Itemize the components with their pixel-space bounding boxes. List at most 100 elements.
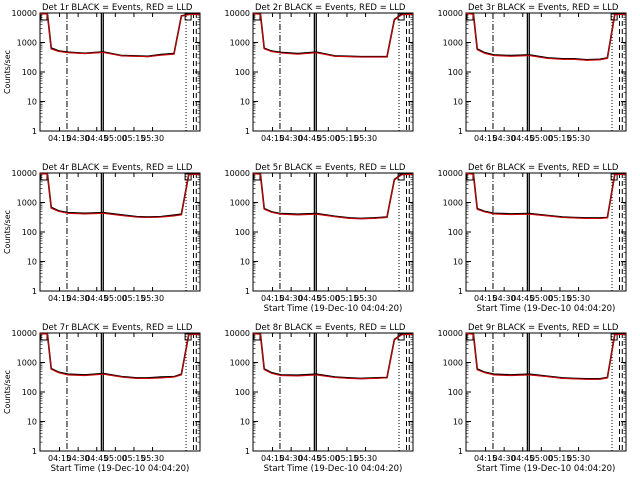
x-axis-label: Start Time (19-Dec-10 04:04:20) <box>264 304 403 314</box>
x-tick-label: 04:15 <box>261 134 284 143</box>
x-tick-label: 04:15 <box>48 454 71 463</box>
panel-3: Det 3r BLACK = Events, RED = LLD 1 10 100 10… <box>438 3 627 143</box>
y-tick-label: 10000 <box>438 329 463 338</box>
chart-title: Det 8r BLACK = Events, RED = LLD <box>255 323 406 333</box>
series-events-line <box>465 172 627 219</box>
y-tick-label: 1 <box>458 287 463 296</box>
y-tick-label: 10000 <box>438 9 463 18</box>
chart-title: Det 4r BLACK = Events, RED = LLD <box>42 163 193 173</box>
x-tick-label: 04:30 <box>493 454 516 463</box>
y-tick-label: 1 <box>458 127 463 136</box>
plot-frame <box>465 172 627 292</box>
corner-box-left <box>466 333 474 341</box>
y-tick-label: 1 <box>245 127 250 136</box>
x-tick-label: 04:15 <box>474 134 497 143</box>
y-axis-label: Counts/sec <box>3 50 12 94</box>
series-events-line <box>39 12 201 58</box>
x-tick-label: 05:00 <box>530 294 553 303</box>
x-tick-label: 04:15 <box>474 454 497 463</box>
x-tick-label: 05:00 <box>530 134 553 143</box>
x-tick-label: 05:00 <box>104 294 127 303</box>
y-tick-label: 10 <box>453 418 463 427</box>
plot-frame <box>39 12 201 132</box>
y-tick-label: 100 <box>235 68 250 77</box>
y-tick-label: 10 <box>27 98 37 107</box>
series-lld-line <box>252 333 414 380</box>
y-tick-label: 1000 <box>443 199 463 208</box>
x-tick-label: 04:15 <box>261 454 284 463</box>
series-events-line <box>465 12 627 61</box>
y-tick-label: 1000 <box>443 39 463 48</box>
y-tick-label: 10000 <box>12 329 37 338</box>
y-tick-label: 1 <box>245 447 250 456</box>
chart-title: Det 6r BLACK = Events, RED = LLD <box>468 163 619 173</box>
series-events-line <box>252 172 414 220</box>
y-tick-label: 1000 <box>17 199 37 208</box>
corner-box-left <box>40 333 48 341</box>
y-tick-label: 100 <box>22 388 37 397</box>
series-events-line <box>252 12 414 58</box>
x-tick-label: 05:15 <box>548 134 571 143</box>
x-tick-label: 05:15 <box>548 454 571 463</box>
chart-title: Det 1r BLACK = Events, RED = LLD <box>42 3 193 13</box>
x-tick-label: 05:30 <box>354 134 377 143</box>
x-tick-label: 05:30 <box>141 454 164 463</box>
plot-frame <box>465 332 627 452</box>
series-events-line <box>39 332 201 379</box>
y-tick-label: 100 <box>22 228 37 237</box>
series-lld-line <box>252 13 414 58</box>
y-tick-label: 10000 <box>225 9 250 18</box>
plot-frame <box>252 172 414 292</box>
x-tick-label: 04:30 <box>67 454 90 463</box>
series-events-line <box>252 332 414 380</box>
x-tick-label: 05:30 <box>141 134 164 143</box>
x-tick-label: 04:30 <box>280 134 303 143</box>
plot-frame <box>39 172 201 292</box>
series-lld-line <box>39 13 201 58</box>
panel-9: Det 9r BLACK = Events, RED = LLD 1 10 100 10… <box>438 323 627 474</box>
plot-frame <box>252 12 414 132</box>
series-events-line <box>39 172 201 218</box>
y-tick-label: 10 <box>240 258 250 267</box>
y-tick-label: 10 <box>240 418 250 427</box>
x-tick-label: 05:30 <box>567 294 590 303</box>
x-tick-label: 04:30 <box>280 294 303 303</box>
x-tick-label: 04:45 <box>511 454 534 463</box>
panel-8: Det 8r BLACK = Events, RED = LLD 1 10 100 10… <box>225 323 414 474</box>
y-tick-label: 100 <box>22 68 37 77</box>
y-tick-label: 100 <box>448 68 463 77</box>
x-tick-label: 05:00 <box>530 454 553 463</box>
y-tick-label: 1 <box>32 447 37 456</box>
x-tick-label: 04:45 <box>511 134 534 143</box>
corner-box-left <box>466 13 474 21</box>
y-tick-label: 100 <box>448 228 463 237</box>
x-tick-label: 05:15 <box>548 294 571 303</box>
x-axis-label: Start Time (19-Dec-10 04:04:20) <box>477 464 616 474</box>
y-tick-label: 10000 <box>225 329 250 338</box>
x-tick-label: 05:00 <box>317 294 340 303</box>
x-tick-label: 05:00 <box>317 134 340 143</box>
x-tick-label: 04:45 <box>85 134 108 143</box>
y-tick-label: 10000 <box>225 169 250 178</box>
x-tick-label: 04:45 <box>298 134 321 143</box>
series-lld-line <box>252 173 414 220</box>
chart-title: Det 9r BLACK = Events, RED = LLD <box>468 323 619 333</box>
x-tick-label: 04:45 <box>511 294 534 303</box>
x-tick-label: 05:15 <box>122 454 145 463</box>
chart-title: Det 2r BLACK = Events, RED = LLD <box>255 3 406 13</box>
corner-box-left <box>466 173 474 181</box>
y-tick-label: 10 <box>240 98 250 107</box>
panel-4: Det 4r BLACK = Events, RED = LLD 1 10 100 10… <box>3 163 201 303</box>
plot-frame <box>465 12 627 132</box>
x-tick-label: 04:45 <box>85 294 108 303</box>
series-lld-line <box>39 173 201 219</box>
x-tick-label: 05:15 <box>335 294 358 303</box>
panel-6: Det 6r BLACK = Events, RED = LLD 1 10 100 10… <box>438 163 627 314</box>
y-tick-label: 1 <box>245 287 250 296</box>
x-tick-label: 05:15 <box>335 134 358 143</box>
y-tick-label: 1000 <box>17 39 37 48</box>
y-tick-label: 10000 <box>12 169 37 178</box>
x-tick-label: 05:30 <box>141 294 164 303</box>
corner-box-left <box>253 13 261 21</box>
series-lld-line <box>465 13 627 61</box>
